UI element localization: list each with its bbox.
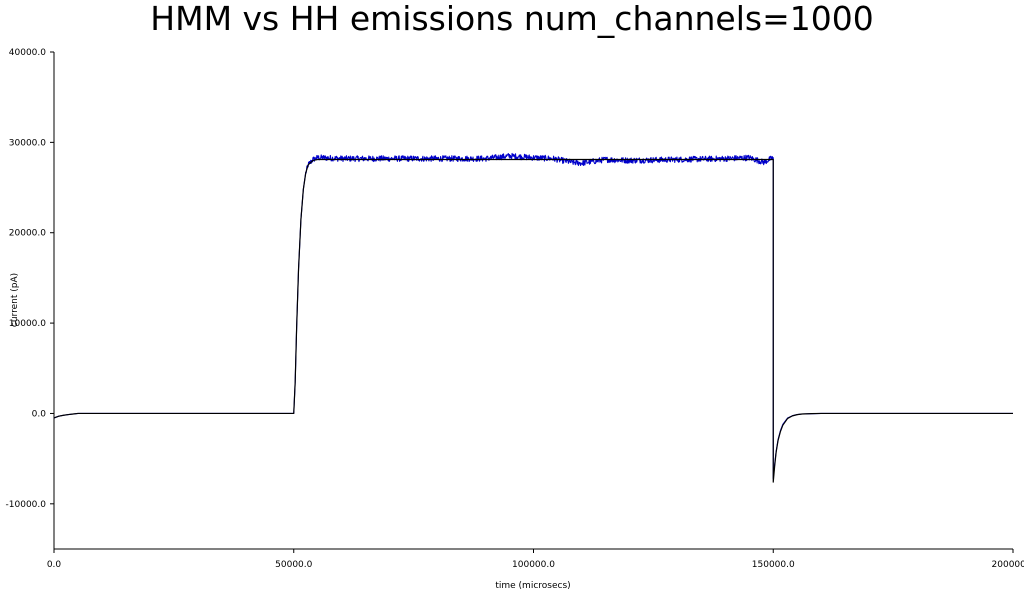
series-line-emission-trace <box>53 152 1013 480</box>
y-tick-label: 20000.0 <box>9 229 46 239</box>
y-tick-label: 30000.0 <box>9 138 46 148</box>
series-line-model-trace <box>53 158 1013 483</box>
chart-title: HMM vs HH emissions num_channels=1000 <box>150 0 873 38</box>
y-tick-label: -10000.0 <box>6 500 47 510</box>
x-tick-label: 50000.0 <box>275 560 312 570</box>
x-tick-label: 150000.0 <box>752 560 795 570</box>
x-axis-label: time (microsecs) <box>495 581 570 591</box>
x-tick-label: 200000.0 <box>992 560 1024 570</box>
x-axis: 0.0 50000.0 100000.0 150000.0 200000.0 <box>47 548 1024 570</box>
y-tick-label: 40000.0 <box>9 48 46 58</box>
x-tick-label: 0.0 <box>47 560 62 570</box>
y-axis-label: current (pA) <box>10 273 20 327</box>
y-tick-label: 0.0 <box>32 409 47 419</box>
y-tick-label: 10000.0 <box>9 319 46 329</box>
y-axis: -10000.0 0.0 10000.0 20000.0 30000.0 40000.0 <box>6 48 55 549</box>
x-tick-label: 100000.0 <box>512 560 555 570</box>
series-layer <box>53 152 1013 483</box>
